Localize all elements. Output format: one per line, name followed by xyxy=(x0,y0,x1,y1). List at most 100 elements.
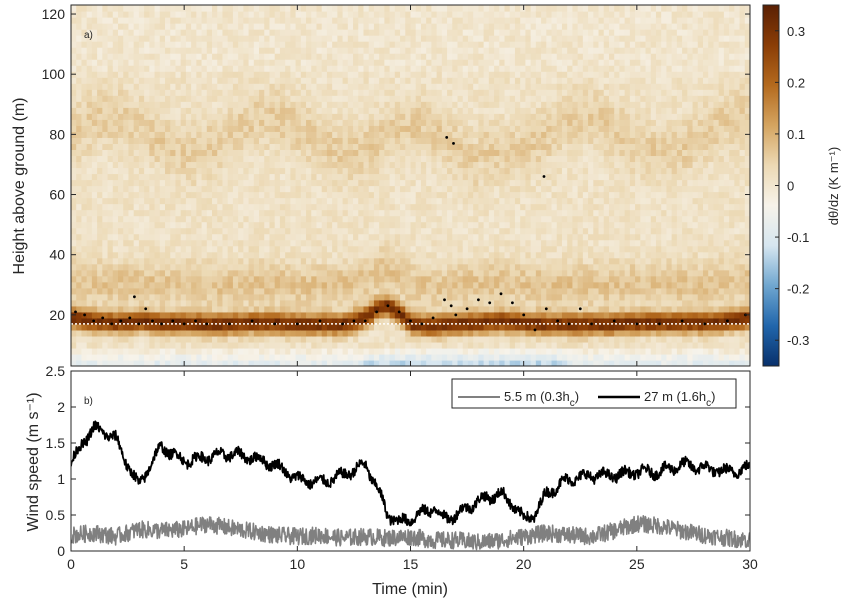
heatmap-cell xyxy=(201,101,208,108)
heatmap-cell xyxy=(154,317,161,325)
heatmap-cell xyxy=(154,221,161,229)
heatmap-cell xyxy=(112,251,119,259)
heatmap-cell xyxy=(285,77,291,84)
heatmap-cell xyxy=(499,317,506,325)
heatmap-cell xyxy=(118,59,124,66)
heatmap-cell xyxy=(426,347,432,355)
heatmap-cell xyxy=(243,323,250,331)
heatmap-cell xyxy=(269,23,276,30)
heatmap-cell xyxy=(112,227,119,235)
heatmap-cell xyxy=(300,317,307,325)
heatmap-cell xyxy=(102,65,109,72)
heatmap-cell xyxy=(457,29,464,36)
heatmap-cell xyxy=(290,221,297,229)
heatmap-cell xyxy=(86,203,93,211)
heatmap-cell xyxy=(191,209,197,217)
heatmap-cell xyxy=(353,317,359,325)
heatmap-cell xyxy=(467,149,474,157)
heatmap-cell xyxy=(290,95,297,102)
heatmap-cell xyxy=(300,77,307,84)
heatmap-cell xyxy=(483,299,490,307)
heatmap-cell xyxy=(467,329,474,337)
heatmap-cell xyxy=(217,41,224,48)
heatmap-cell xyxy=(405,215,412,223)
heatmap-cell xyxy=(159,233,166,241)
heatmap-cell xyxy=(123,221,130,229)
heatmap-cell xyxy=(259,329,265,337)
heatmap-cell xyxy=(243,89,250,96)
heatmap-cell xyxy=(285,359,291,366)
heatmap-cell xyxy=(494,11,500,18)
heatmap-cell xyxy=(415,335,422,343)
heatmap-cell xyxy=(347,29,354,36)
heatmap-cell xyxy=(232,89,239,96)
heatmap-cell xyxy=(483,131,490,138)
heatmap-cell xyxy=(123,137,130,144)
heatmap-cell xyxy=(128,119,135,126)
heatmap-cell xyxy=(494,347,500,355)
heatmap-cell xyxy=(222,359,229,366)
heatmap-cell xyxy=(165,23,171,30)
heatmap-cell xyxy=(185,251,192,259)
heatmap-cell xyxy=(76,125,83,132)
heatmap-cell xyxy=(118,257,124,265)
heatmap-cell xyxy=(368,323,375,331)
heatmap-cell xyxy=(165,341,171,349)
heatmap-cell xyxy=(170,239,177,247)
heatmap-cell xyxy=(410,317,417,325)
heatmap-cell xyxy=(431,113,438,120)
heatmap-cell xyxy=(488,125,495,132)
heatmap-cell xyxy=(232,239,239,247)
heatmap-cell xyxy=(71,353,77,361)
heatmap-cell xyxy=(373,77,380,84)
heatmap-cell xyxy=(494,65,500,72)
heatmap-cell xyxy=(149,113,156,120)
heatmap-cell xyxy=(71,143,77,150)
heatmap-cell xyxy=(394,125,401,132)
heatmap-cell xyxy=(447,107,453,114)
heatmap-cell xyxy=(342,281,349,289)
heatmap-cell xyxy=(133,341,140,349)
heatmap-cell xyxy=(478,323,485,331)
heatmap-cell xyxy=(191,281,197,289)
heatmap-cell xyxy=(191,161,197,169)
heatmap-cell xyxy=(400,293,406,301)
heatmap-cell xyxy=(342,89,349,96)
heatmap-cell xyxy=(457,335,464,343)
heatmap-cell xyxy=(159,41,166,48)
heatmap-cell xyxy=(201,239,208,247)
heatmap-cell xyxy=(102,251,109,259)
heatmap-cell xyxy=(175,143,182,150)
heatmap-cell xyxy=(410,83,417,90)
heatmap-cell xyxy=(405,185,412,193)
heatmap-cell xyxy=(426,239,432,247)
heatmap-cell xyxy=(384,257,391,265)
heatmap-cell xyxy=(118,11,124,18)
heatmap-cell xyxy=(253,167,260,175)
heatmap-cell xyxy=(368,251,375,259)
heatmap-cell xyxy=(154,179,161,187)
heatmap-cell xyxy=(311,323,318,331)
heatmap-cell xyxy=(269,329,276,337)
heatmap-cell xyxy=(71,83,77,90)
heatmap-cell xyxy=(149,179,156,187)
heatmap-cell xyxy=(384,329,391,337)
heatmap-cell xyxy=(128,263,135,271)
heatmap-cell xyxy=(342,77,349,84)
heatmap-cell xyxy=(488,89,495,96)
heatmap-cell xyxy=(227,263,234,271)
heatmap-cell xyxy=(248,209,255,217)
heatmap-cell xyxy=(175,59,182,66)
heatmap-cell xyxy=(384,233,391,241)
heatmap-cell xyxy=(332,251,338,259)
heatmap-cell xyxy=(144,233,150,241)
heatmap-cell xyxy=(133,167,140,175)
heatmap-cell xyxy=(206,131,213,138)
heatmap-cell xyxy=(191,239,197,247)
heatmap-cell xyxy=(467,281,474,289)
heatmap-cell xyxy=(415,17,422,24)
heatmap-cell xyxy=(389,257,396,265)
heatmap-cell xyxy=(436,269,443,277)
heatmap-cell xyxy=(337,239,344,247)
heatmap-cell xyxy=(431,11,438,18)
